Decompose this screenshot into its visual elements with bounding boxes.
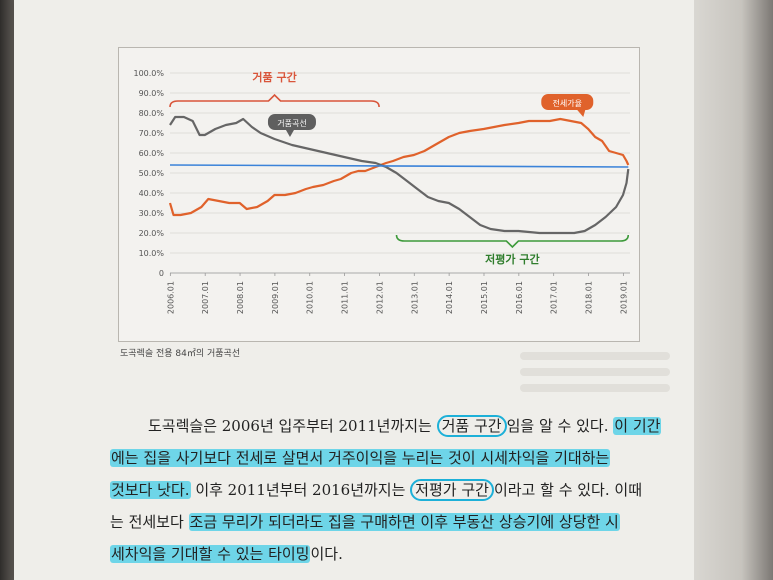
jeonse-rate-tag-pointer: [577, 110, 586, 117]
paragraph-line-5: 세차익을 기대할 수 있는 타이밍이다.: [110, 538, 650, 570]
undervalued-range-bracket: [395, 234, 630, 249]
paragraph-line-3: 것보다 낫다. 이후 2011년부터 2016년까지는 저평가 구간 이라고 할 …: [110, 474, 650, 506]
highlighted-phrase: 이 기간: [613, 417, 662, 435]
x-tick-label: 2018.01: [585, 281, 594, 314]
y-tick-label: 40.0%: [139, 189, 165, 198]
x-tick-label: 2007.01: [201, 281, 210, 314]
text-run: 도곡렉슬은 2006년 입주부터 2011년까지는: [148, 417, 437, 435]
paragraph-line-2: 에는 집을 사기보다 전세로 살면서 거주이익을 누리는 것이 시세차익을 기대…: [110, 442, 650, 474]
jeonse-rate-tag-text: 전세가율: [553, 98, 582, 108]
x-tick-label: 2017.01: [550, 281, 559, 314]
x-tick-label: 2008.01: [236, 281, 245, 314]
undervalued-range-label: 저평가 구간: [485, 252, 539, 266]
y-tick-label: 10.0%: [139, 249, 165, 258]
chart: 0 10.0% 20.0% 30.0% 40.0% 50.0% 60.0% 70.0% 80.0…: [133, 69, 630, 314]
x-tick-label: 2011.01: [341, 281, 350, 314]
facing-page-edge: [694, 0, 773, 580]
highlighted-phrase: 것보다 낫다.: [110, 481, 191, 499]
series-line-3: [169, 164, 629, 168]
text-run: 이다.: [310, 545, 343, 563]
text-run: 임을 알 수 있다.: [506, 417, 614, 435]
x-tick-label: 2019.01: [619, 281, 628, 314]
bubble-curve-tag-text: 거품곡선: [277, 119, 306, 128]
x-tick-label: 2010.01: [306, 281, 315, 314]
x-tick-label: 2013.01: [410, 281, 419, 314]
y-tick-label: 80.0%: [139, 109, 165, 118]
text-run: 이라고 할 수 있다. 이때: [493, 481, 642, 499]
x-tick-label: 2015.01: [480, 281, 489, 314]
text-run: 는 전세보다: [110, 513, 189, 531]
highlighted-phrase: 세차익을 기대할 수 있는 타이밍: [110, 545, 311, 563]
bleed-through-text: [520, 352, 670, 360]
x-tick-label: 2014.01: [445, 281, 454, 314]
x-tick-label: 2012.01: [375, 281, 384, 314]
figure-caption: 도곡렉슬 전용 84㎡의 거품곡선: [120, 349, 241, 359]
y-tick-label: 20.0%: [139, 229, 165, 238]
text-run: 이후 2011년부터 2016년까지는: [190, 481, 411, 499]
bubble-curve-tag: [267, 114, 316, 130]
y-tick-label: 100.0%: [133, 69, 164, 78]
y-tick-label: 0: [159, 269, 164, 278]
series-line-1: [168, 117, 630, 217]
bubble-range-bracket: [169, 93, 380, 108]
y-tick-label: 60.0%: [139, 149, 165, 158]
series-line-2: [169, 115, 630, 235]
circled-phrase: 거품 구간: [436, 415, 507, 437]
body-paragraph: 도곡렉슬은 2006년 입주부터 2011년까지는 거품 구간 임을 알 수 있다…: [110, 410, 662, 570]
y-tick-label: 70.0%: [139, 129, 165, 138]
highlighted-phrase: 조금 무리가 되더라도 집을 구매하면 이후 부동산 상승기에 상당한 시: [188, 513, 620, 531]
x-tick-label: 2006.01: [166, 281, 175, 314]
x-tick-label: 2009.01: [271, 281, 280, 314]
bleed-through-text: [520, 384, 670, 392]
bubble-range-label: 거품 구간: [252, 70, 296, 84]
bleed-through-text: [520, 368, 670, 376]
x-tick-label: 2016.01: [515, 281, 524, 314]
paragraph-line-4: 는 전세보다 조금 무리가 되더라도 집을 구매하면 이후 부동산 상승기에 상…: [110, 506, 650, 538]
book-spine-shadow: [0, 0, 18, 580]
paragraph-line-1: 도곡렉슬은 2006년 입주부터 2011년까지는 거품 구간 임을 알 수 있다…: [110, 410, 662, 442]
y-tick-label: 90.0%: [139, 89, 165, 98]
highlighted-phrase: 에는 집을 사기보다 전세로 살면서 거주이익을 누리는 것이 시세차익을 기대…: [110, 449, 611, 467]
jeonse-rate-tag: [541, 94, 594, 110]
circled-phrase: 저평가 구간: [410, 479, 494, 501]
bubble-curve-tag-pointer: [285, 130, 294, 137]
y-tick-label: 30.0%: [139, 209, 165, 218]
y-tick-label: 50.0%: [139, 169, 165, 178]
